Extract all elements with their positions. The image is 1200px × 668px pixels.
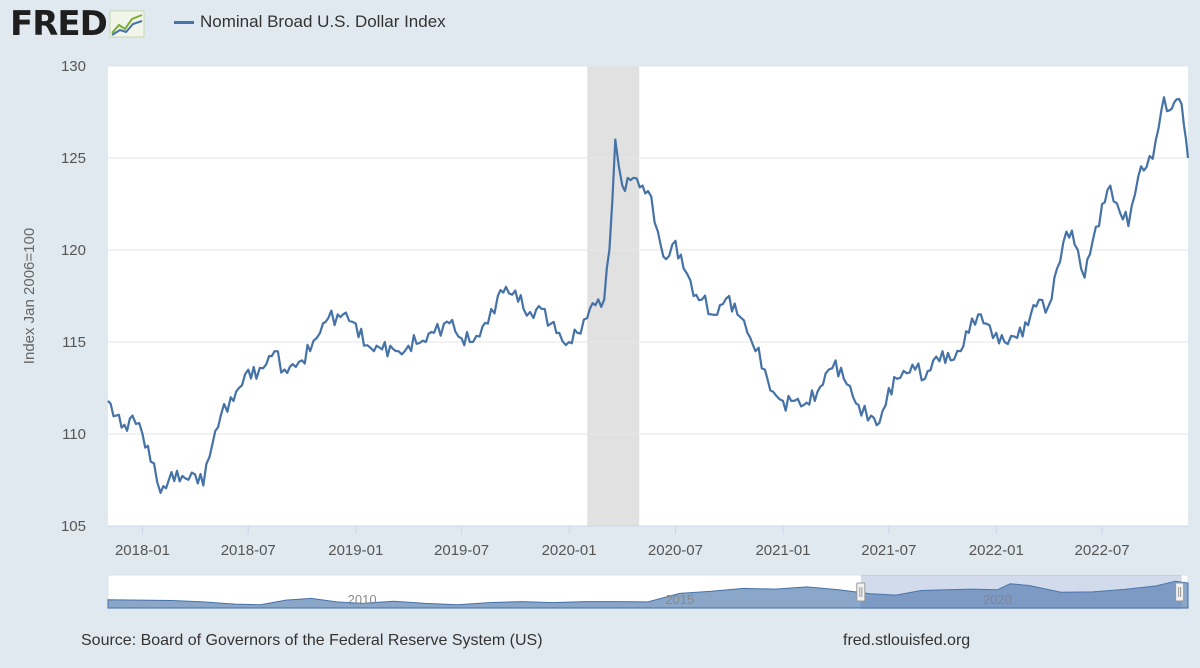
recession-shading bbox=[587, 66, 640, 526]
y-tick-label: 125 bbox=[61, 150, 86, 167]
fred-url-link[interactable]: fred.stlouisfed.org bbox=[843, 632, 971, 649]
navigator-tick-label: 2020 bbox=[983, 592, 1012, 607]
handle-grip bbox=[856, 582, 866, 602]
navigator-selection[interactable] bbox=[860, 575, 1182, 609]
x-tick-label: 2021-07 bbox=[861, 542, 916, 559]
fred-logo[interactable]: FRED bbox=[10, 4, 145, 44]
x-tick-label: 2018-07 bbox=[221, 542, 276, 559]
fred-logo-text: FRED bbox=[10, 4, 108, 44]
source-note: Source: Board of Governors of the Federa… bbox=[81, 632, 543, 649]
plot-area bbox=[108, 66, 1188, 526]
x-tick-label: 2020-01 bbox=[542, 542, 597, 559]
y-tick-label: 130 bbox=[61, 58, 86, 75]
y-tick-label: 105 bbox=[61, 518, 86, 535]
series-line bbox=[107, 96, 1190, 494]
navigator-area bbox=[107, 580, 1189, 609]
x-tick-label: 2022-07 bbox=[1075, 542, 1130, 559]
x-tick-label: 2019-07 bbox=[434, 542, 489, 559]
legend-label: Nominal Broad U.S. Dollar Index bbox=[200, 12, 446, 31]
x-tick-label: 2020-07 bbox=[648, 542, 703, 559]
navigator-handle-left[interactable] bbox=[856, 582, 866, 602]
range-navigator[interactable]: 2010 2015 2020 bbox=[107, 574, 1189, 610]
navigator-tick-label: 2015 bbox=[665, 592, 694, 607]
legend-swatch bbox=[174, 20, 194, 24]
y-tick-label: 120 bbox=[61, 242, 86, 259]
x-tick-label: 2021-01 bbox=[755, 542, 810, 559]
chart-legend: Nominal Broad U.S. Dollar Index bbox=[174, 12, 446, 32]
x-tick-label: 2019-01 bbox=[328, 542, 383, 559]
x-tick-label: 2022-01 bbox=[969, 542, 1024, 559]
y-axis-label: Index Jan 2006=100 bbox=[21, 228, 38, 364]
x-tick-label: 2018-01 bbox=[115, 542, 170, 559]
navigator-handle-right[interactable] bbox=[1175, 582, 1185, 602]
handle-grip bbox=[1175, 582, 1185, 602]
navigator-tick-label: 2010 bbox=[348, 592, 377, 607]
y-tick-label: 110 bbox=[62, 426, 86, 443]
line-chart-icon bbox=[109, 10, 145, 38]
y-tick-label: 115 bbox=[62, 334, 86, 351]
